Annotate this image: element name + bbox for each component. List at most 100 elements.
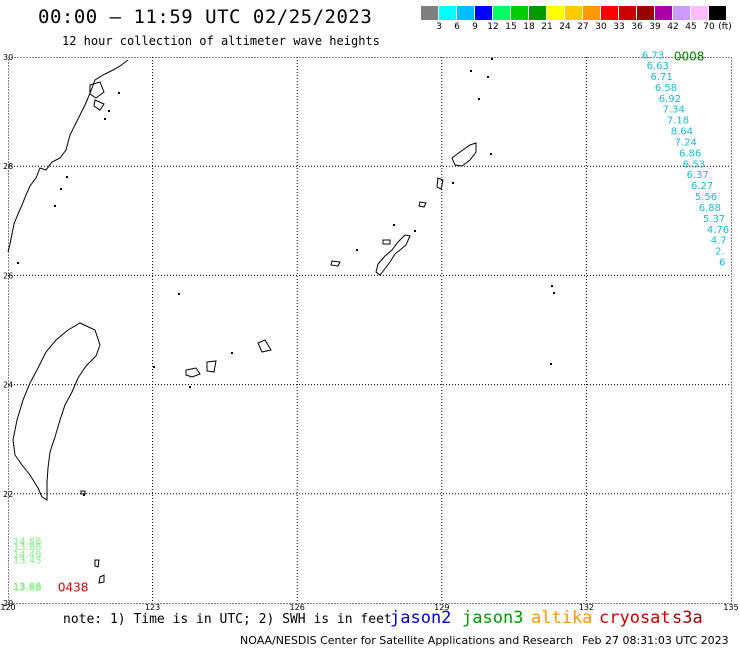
lanyu-coastline: [94, 559, 100, 568]
pass-time-label: 0008: [674, 50, 705, 64]
wave-height-value: 6.63: [647, 61, 669, 72]
islet-marker: [83, 494, 85, 496]
ryukyu-island: [330, 260, 341, 267]
legend-swatch: [475, 6, 493, 20]
wave-height-value: 5.37: [703, 214, 725, 225]
batanes-coastline: [98, 574, 105, 584]
wave-height-value: 13.66: [13, 581, 42, 592]
islet-marker: [393, 224, 395, 226]
legend-swatch: [421, 6, 439, 20]
wave-height-value: 7.18: [667, 116, 689, 127]
latitude-label: 20: [3, 599, 13, 608]
footer-note: note: 1) Time is in UTC; 2) SWH is in fe…: [63, 612, 392, 627]
wave-height-value: 6: [719, 258, 725, 269]
wave-height-value: 14.88: [13, 537, 42, 548]
legend-swatch: [583, 6, 601, 20]
wave-height-value: 7.34: [663, 105, 685, 116]
wave-height-value: 6.73: [642, 51, 664, 62]
wave-height-value: 8.64: [671, 127, 693, 138]
islet-marker: [189, 386, 191, 388]
islet-marker: [551, 285, 553, 287]
legend-label: 3: [436, 22, 442, 32]
islet-marker: [356, 249, 358, 251]
wave-height-value: 6.37: [687, 170, 709, 181]
map-frame: [8, 57, 732, 604]
legend-swatch: [493, 6, 511, 20]
pass-time-label: 0438: [58, 580, 89, 594]
islet-marker: [414, 230, 416, 232]
islet-marker: [487, 76, 489, 78]
legend-swatch: [565, 6, 583, 20]
legend-swatch: [529, 6, 547, 20]
islet-marker: [490, 153, 492, 155]
wave-height-value: 6.88: [699, 203, 721, 214]
latitude-label: 26: [3, 271, 13, 280]
generated-timestamp: Feb 27 08:31:03 UTC 2023: [582, 634, 729, 647]
legend-unit: (ft): [718, 22, 732, 32]
legend-label: 45: [685, 22, 697, 32]
legend-label: 42: [667, 22, 679, 32]
legend-label: 18: [523, 22, 535, 32]
wave-height-value: 7.24: [675, 137, 697, 148]
islet-marker: [231, 352, 233, 354]
islet-marker: [470, 70, 472, 72]
legend-swatch: [511, 6, 529, 20]
legend-label: 70: [703, 22, 715, 32]
satellite-name: jason2: [390, 608, 452, 628]
longitude-label: 123: [145, 603, 160, 612]
china-coastline: [7, 59, 129, 253]
china-island: [93, 99, 105, 111]
satellite-name: s3a: [672, 608, 703, 628]
legend-label: 39: [649, 22, 661, 32]
latitude-label: 28: [3, 162, 13, 171]
legend-label: 15: [505, 22, 517, 32]
wave-height-value: 2.: [715, 247, 725, 258]
legend-swatch: [709, 6, 727, 20]
wave-height-value: 6.58: [655, 83, 677, 94]
islet-marker: [60, 188, 62, 190]
ishigaki-coastline: [185, 367, 201, 378]
legend-swatch: [457, 6, 475, 20]
longitude-label: 126: [290, 603, 305, 612]
islet-marker: [153, 366, 155, 368]
islet-marker: [452, 182, 454, 184]
miyako-coastline: [206, 360, 217, 373]
wave-height-value: 5.56: [695, 192, 717, 203]
legend-swatch: [439, 6, 457, 20]
china-island: [89, 81, 105, 99]
islet-marker: [550, 363, 552, 365]
legend-label: 21: [541, 22, 553, 32]
islet-marker: [17, 262, 19, 264]
islet-marker: [118, 92, 120, 94]
legend-swatch: [619, 6, 637, 20]
satellite-name: jason3: [462, 608, 524, 628]
credit-line: NOAA/NESDIS Center for Satellite Applica…: [240, 634, 574, 647]
wave-height-value: 6.53: [683, 159, 705, 170]
axis-labels: 120 123 126 129 132 135 20 22 24 26 28 30: [0, 53, 738, 612]
wave-height-value: 14.49: [13, 550, 42, 561]
coastlines: [7, 59, 477, 584]
legend-label: 9: [472, 22, 478, 32]
longitude-label: 135: [723, 603, 738, 612]
legend-swatch: [547, 6, 565, 20]
islet-marker: [104, 118, 106, 120]
satellite-name: altika: [531, 608, 593, 628]
legend-label: 36: [631, 22, 643, 32]
wave-height-value: 13.88: [13, 542, 42, 553]
latitude-label: 30: [3, 53, 13, 62]
small-islands: [17, 58, 555, 496]
latitude-label: 24: [3, 381, 13, 390]
legend-label: 33: [613, 22, 625, 32]
yonaguni-coastline: [257, 339, 272, 353]
graticule: [8, 57, 731, 603]
wave-height-value: 13.88: [13, 582, 42, 593]
legend-swatch: [601, 6, 619, 20]
legend-label: 12: [487, 22, 499, 32]
taiwan-coastline: [12, 322, 101, 501]
legend-label: 6: [454, 22, 460, 32]
longitude-label: 129: [434, 603, 449, 612]
color-legend: [421, 6, 727, 20]
map-title: 00:00 – 11:59 UTC 02/25/2023: [38, 6, 373, 28]
wave-height-value: 4.7: [711, 236, 727, 247]
